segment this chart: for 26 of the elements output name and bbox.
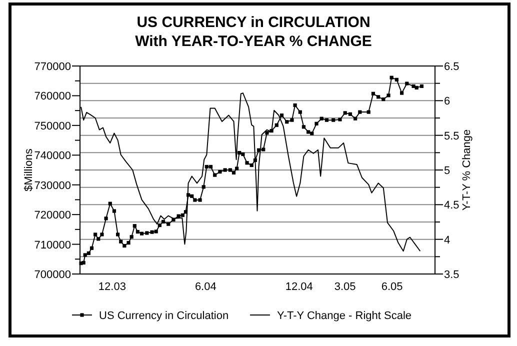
y2-tick-label: 6 bbox=[444, 96, 450, 108]
chart-subtitle: With YEAR-TO-YEAR % CHANGE bbox=[135, 33, 372, 50]
y2-axis-title: Y-T-Y % Change bbox=[461, 129, 473, 211]
y2-tick-label: 5.5 bbox=[444, 130, 460, 142]
legend-label: Y-T-Y Change - Right Scale bbox=[277, 310, 412, 322]
chart-title: US CURRENCY in CIRCULATION bbox=[136, 14, 370, 31]
x-tick-label: 3.05 bbox=[334, 281, 356, 293]
x-tick-label: 12.03 bbox=[98, 281, 126, 293]
y-tick-label: 720000 bbox=[34, 210, 71, 222]
y-tick-label: 730000 bbox=[34, 180, 71, 192]
y-tick-label: 700000 bbox=[34, 269, 71, 281]
y-tick-label: 710000 bbox=[34, 239, 71, 252]
y2-tick-label: 4 bbox=[444, 234, 450, 246]
x-tick-label: 6.04 bbox=[194, 281, 216, 293]
legend-label: US Currency in Circulation bbox=[99, 310, 229, 322]
y2-tick-label: 3.5 bbox=[444, 269, 460, 281]
y-tick-label: 750000 bbox=[34, 120, 71, 132]
y-tick-label: 740000 bbox=[34, 150, 71, 162]
y-tick-label: 770000 bbox=[34, 61, 71, 73]
y2-tick-label: 6.5 bbox=[444, 61, 460, 73]
x-tick-label: 12.04 bbox=[285, 281, 313, 293]
y-tick-label: 760000 bbox=[34, 90, 71, 103]
y-axis-title: $Millions bbox=[23, 148, 35, 192]
y2-tick-label: 4.5 bbox=[444, 200, 460, 212]
x-tick-label: 6.05 bbox=[381, 281, 403, 293]
y2-tick-label: 5 bbox=[444, 165, 450, 177]
